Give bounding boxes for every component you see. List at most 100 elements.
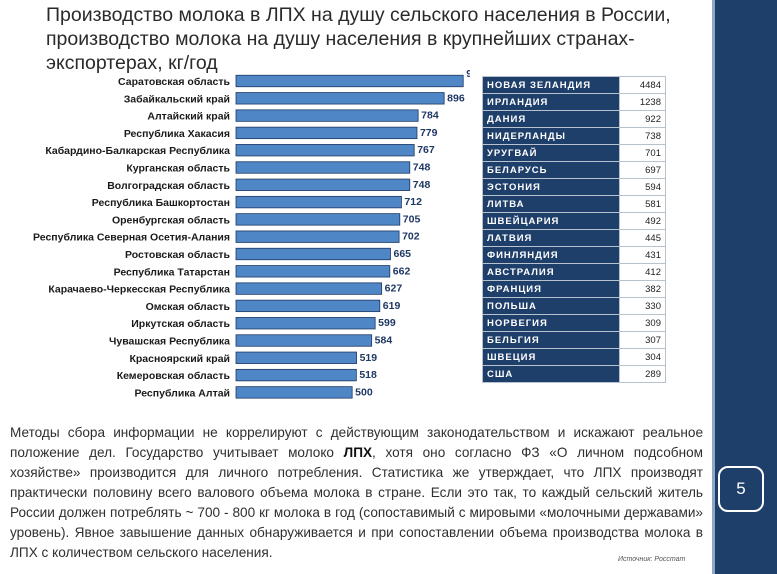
country-cell: НОРВЕГИЯ: [482, 314, 620, 332]
value-cell: 412: [619, 263, 666, 281]
slide-title: Производство молока в ЛПХ на душу сельск…: [46, 3, 671, 75]
page-number: 5: [718, 466, 764, 512]
table-row: АВСТРАЛИЯ 412: [482, 263, 666, 281]
value-cell: 594: [619, 178, 666, 196]
value-cell: 1238: [619, 93, 666, 111]
bar: [235, 213, 401, 226]
bar-chart: Саратовская область 978 Забайкальский край…: [33, 70, 470, 399]
value-cell: 330: [619, 297, 666, 315]
value-cell: 304: [619, 348, 666, 366]
value-label: 705: [403, 213, 421, 225]
body-text-part-2: , хотя оно согласно ФЗ «О личном подсобн…: [10, 445, 704, 560]
bar: [235, 230, 400, 243]
side-panel: [712, 0, 777, 574]
value-cell: 4484: [619, 76, 666, 94]
countries-table: НОВАЯ ЗЕЛАНДИЯ 4484 ИРЛАНДИЯ 1238 ДАНИЯ 922 НИ…: [482, 76, 666, 383]
value-cell: 738: [619, 127, 666, 145]
category-label: Республика Алтай: [134, 387, 230, 399]
bar: [235, 317, 376, 330]
table-row: НОВАЯ ЗЕЛАНДИЯ 4484: [482, 76, 666, 94]
category-label: Кабардино-Балкарская Республика: [45, 145, 230, 157]
slide: Производство молока в ЛПХ на душу сельск…: [10, 3, 704, 563]
bar: [235, 92, 445, 105]
table-row: ФИНЛЯНДИЯ 431: [482, 246, 666, 264]
value-label: 712: [404, 196, 422, 208]
value-label: 748: [413, 162, 431, 174]
country-cell: ЭСТОНИЯ: [482, 178, 620, 196]
title-line-2: производство молока на душу населения в …: [46, 28, 635, 50]
table-row: ЛАТВИЯ 445: [482, 229, 666, 247]
value-label: 767: [417, 144, 435, 156]
bar: [235, 386, 353, 399]
table-row: БЕЛАРУСЬ 697: [482, 161, 666, 179]
value-cell: 697: [619, 161, 666, 179]
category-label: Оренбургская область: [112, 214, 231, 226]
bar: [235, 334, 373, 347]
side-stripe: [712, 0, 715, 574]
value-label: 978: [466, 70, 470, 80]
category-label: Республика Башкортостан: [92, 197, 230, 209]
value-label: 599: [378, 317, 396, 329]
country-cell: ДАНИЯ: [482, 110, 620, 128]
value-cell: 382: [619, 280, 666, 298]
table-row: ШВЕЦИЯ 304: [482, 348, 666, 366]
value-label: 665: [393, 248, 411, 260]
table-row: США 289: [482, 365, 666, 383]
country-cell: ФРАНЦИЯ: [482, 280, 620, 298]
table-row: БЕЛЬГИЯ 307: [482, 331, 666, 349]
value-cell: 922: [619, 110, 666, 128]
value-label: 748: [413, 179, 431, 191]
value-label: 784: [421, 110, 439, 122]
bar: [235, 144, 415, 157]
category-label: Иркутская область: [131, 318, 230, 330]
bar: [235, 368, 357, 382]
category-label: Республика Хакасия: [124, 128, 230, 140]
bar: [235, 74, 464, 88]
body-text-part-1: Методы сбора информации не коррелируют с…: [10, 425, 703, 460]
category-label: Омская область: [146, 301, 231, 313]
bar: [235, 178, 411, 191]
category-label: Карачаево-Черкесская Республика: [48, 284, 230, 296]
value-label: 896: [447, 92, 465, 104]
country-cell: ЛАТВИЯ: [482, 229, 620, 247]
table-row: УРУГВАЙ 701: [482, 144, 666, 162]
table-row: ПОЛЬША 330: [482, 297, 666, 315]
value-cell: 431: [619, 246, 666, 264]
bar: [235, 265, 391, 278]
table-row: ФРАНЦИЯ 382: [482, 280, 666, 298]
value-label: 500: [355, 386, 373, 398]
category-label: Чувашская Республика: [109, 336, 230, 348]
value-label: 619: [383, 300, 401, 312]
value-cell: 445: [619, 229, 666, 247]
category-label: Саратовская область: [118, 76, 231, 88]
source-note: Источник: Росстат: [618, 556, 686, 563]
value-cell: 492: [619, 212, 666, 230]
body-text: Методы сбора информации не коррелируют с…: [10, 423, 703, 563]
value-cell: 701: [619, 144, 666, 162]
country-cell: ИРЛАНДИЯ: [482, 93, 620, 111]
category-label: Волгоградская область: [107, 180, 230, 192]
country-cell: ФИНЛЯНДИЯ: [482, 246, 620, 264]
table-row: ИРЛАНДИЯ 1238: [482, 93, 666, 111]
country-cell: ШВЕЙЦАРИЯ: [482, 212, 620, 230]
body-text-bold: ЛПХ: [343, 445, 373, 460]
value-cell: 289: [619, 365, 666, 383]
value-label: 662: [393, 265, 411, 277]
category-label: Алтайский край: [147, 111, 230, 123]
category-label: Кемеровская область: [117, 370, 231, 382]
value-label: 519: [360, 352, 378, 364]
category-label: Красноярский край: [129, 353, 230, 365]
bar: [235, 126, 418, 140]
country-cell: НИДЕРЛАНДЫ: [482, 127, 620, 145]
category-label: Забайкальский край: [124, 93, 230, 105]
value-label: 779: [420, 127, 438, 139]
bar: [235, 351, 357, 364]
country-cell: НОВАЯ ЗЕЛАНДИЯ: [482, 76, 620, 94]
bar: [235, 109, 419, 122]
value-cell: 307: [619, 331, 666, 349]
value-cell: 581: [619, 195, 666, 213]
value-label: 627: [385, 283, 403, 295]
category-label: Республика Северная Осетия-Алания: [33, 232, 230, 244]
country-cell: ЛИТВА: [482, 195, 620, 213]
value-label: 584: [375, 335, 393, 347]
